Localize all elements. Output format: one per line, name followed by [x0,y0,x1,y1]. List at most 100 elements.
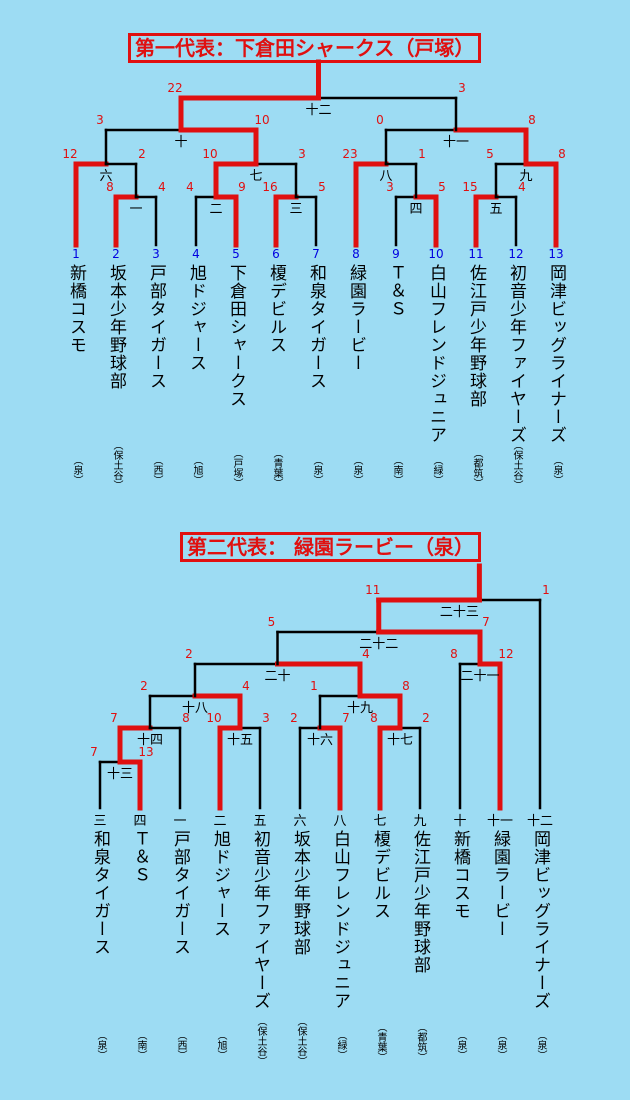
team-seed: 2 [112,247,120,261]
team-name: 榎デビルス [266,264,286,354]
team-seed: 3 [152,247,160,261]
match-number: 十一 [443,135,469,150]
match-score-right: 12 [498,647,513,661]
match-number: 十六 [307,733,333,748]
team-name: 初音少年ファイヤーズ [506,264,526,444]
team-name: 和泉タイガース [90,830,110,956]
team-name: 戸部タイガース [170,830,190,956]
team-region: （青葉） [271,448,282,488]
team-seed: 八 [333,814,347,829]
match-number: 十八 [182,701,208,716]
team-seed: 10 [428,247,444,261]
team-region: （西） [175,1030,186,1060]
match-score-left: 7 [110,711,118,725]
match-number: 十三 [107,767,133,782]
match-score-left: 2 [140,679,148,693]
match-score-right: 3 [262,711,270,725]
team-name: 旭ドジャース [210,830,230,938]
team-region: （保土谷） [111,440,122,490]
match-number: 五 [489,202,502,217]
match-number: 一 [129,202,142,217]
team-region: （泉） [535,1030,546,1060]
team-region: （泉） [311,455,322,485]
bracket2-title: 第二代表： 緑園ラービー（泉） [180,532,481,562]
match-number: 十七 [387,733,413,748]
team-seed: 5 [232,247,240,261]
team-name: 白山フレンドジュニア [330,830,350,1010]
match-score-right: 4 [518,180,526,194]
match-number: 十二 [305,103,331,118]
team-region: （都筑） [471,448,482,488]
team-name: Ｔ＆Ｓ [386,264,406,318]
team-region: （緑） [335,1030,346,1060]
match-score-right: 8 [182,711,190,725]
match-number: 二十二 [359,637,398,652]
team-seed: 二 [213,814,227,829]
match-score-left: 1 [310,679,318,693]
match-number: 十 [174,135,187,150]
match-number: 二十 [264,669,290,684]
match-number: 四 [409,202,422,217]
team-name: 新橋コスモ [66,264,86,354]
match-score-left: 0 [376,113,384,127]
team-region: （泉） [71,455,82,485]
team-region: （泉） [495,1030,506,1060]
team-seed: 6 [272,247,280,261]
team-name: 戸部タイガース [146,264,166,390]
match-number: 二十一 [460,669,499,684]
match-number: 十五 [227,733,253,748]
team-seed: 7 [312,247,320,261]
match-number: 二十三 [440,605,479,620]
team-seed: 13 [548,247,564,261]
team-seed: 9 [392,247,400,261]
match-number: 八 [379,169,392,184]
match-score-right: 1 [542,583,550,597]
match-number: 十九 [347,701,373,716]
match-score-right: 7 [342,711,350,725]
team-name: 坂本少年野球部 [106,264,126,390]
match-score-left: 2 [290,711,298,725]
team-name: 新橋コスモ [450,830,470,920]
match-score-left: 4 [186,180,194,194]
team-seed: 8 [352,247,360,261]
match-score-left: 8 [370,711,378,725]
team-seed: 4 [192,247,200,261]
team-region: （泉） [455,1030,466,1060]
team-region: （南） [391,455,402,485]
team-name: Ｔ＆Ｓ [130,830,150,884]
match-score-right: 2 [422,711,430,725]
match-score-right: 7 [482,615,490,629]
match-score-left: 7 [90,745,98,759]
match-score-right: 13 [138,745,153,759]
match-score-right: 2 [138,147,146,161]
bracket1-title: 第一代表：下倉田シャークス（戸塚） [128,33,482,63]
match-number: 二 [209,202,222,217]
match-score-left: 22 [167,81,182,95]
match-score-left: 8 [450,647,458,661]
match-number: 十四 [137,733,163,748]
match-score-right: 5 [318,180,326,194]
team-seed: 十一 [486,814,513,829]
team-seed: 四 [133,814,147,829]
match-number: 九 [519,169,532,184]
team-name: 榎デビルス [370,830,390,920]
match-score-left: 2 [185,647,193,661]
match-number: 六 [99,169,112,184]
match-score-right: 3 [458,81,466,95]
team-name: 緑園ラービー [490,830,510,938]
team-seed: 十 [453,814,467,829]
match-number: 三 [289,202,302,217]
match-score-left: 3 [386,180,394,194]
team-region: （泉） [551,455,562,485]
match-score-left: 16 [262,180,277,194]
match-score-right: 10 [254,113,269,127]
team-name: 下倉田シャークス [226,264,246,408]
match-score-left: 10 [206,711,221,725]
match-score-right: 4 [158,180,166,194]
team-seed: 七 [373,814,387,829]
team-name: 旭ドジャース [186,264,206,372]
team-region: （都筑） [415,1022,426,1062]
team-region: （南） [135,1030,146,1060]
match-score-right: 8 [402,679,410,693]
match-score-left: 10 [202,147,217,161]
